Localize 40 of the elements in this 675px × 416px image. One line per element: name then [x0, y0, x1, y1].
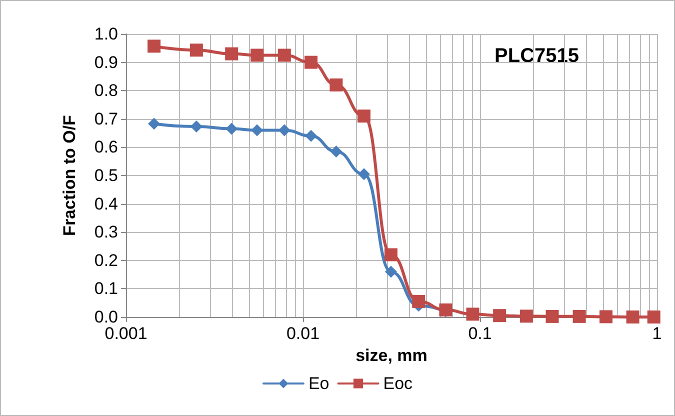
y-tick-label: 0.5 [94, 166, 118, 185]
point [384, 266, 397, 278]
point [384, 248, 398, 262]
y-tick-label: 0.4 [94, 194, 118, 214]
point [225, 47, 238, 60]
point [226, 122, 238, 135]
point [493, 309, 506, 322]
y-tick-label: 0.6 [94, 138, 118, 157]
y-tick-label: 0.3 [94, 222, 118, 242]
point [304, 56, 318, 69]
y-tick-label: 0.2 [94, 250, 118, 270]
point [250, 48, 264, 62]
legend-label: Eo [308, 374, 330, 393]
point [626, 310, 640, 324]
point [357, 110, 370, 123]
x-tick-label: 1 [652, 324, 662, 343]
legend-label: Eoc [383, 374, 414, 393]
y-tick-label: 0.9 [94, 52, 118, 72]
y-tick-label: 0.1 [94, 279, 118, 298]
point [278, 124, 290, 136]
y-tick-label: 0.8 [94, 81, 118, 100]
y-tick-label: 0.0 [94, 308, 118, 326]
point [358, 168, 370, 180]
y-tick-label: 1.0 [94, 24, 118, 44]
x-tick-label: 0.1 [468, 324, 492, 343]
point [278, 48, 291, 62]
point [572, 310, 586, 323]
point [520, 310, 533, 323]
point [251, 124, 264, 136]
point [412, 294, 426, 308]
x-tick-label: 0.001 [104, 324, 148, 343]
point [599, 310, 612, 324]
point [305, 130, 318, 142]
annotation: PLC7515 [494, 45, 580, 67]
point [546, 310, 559, 323]
y-axis-title: Fraction to O/F [60, 115, 79, 236]
point [466, 308, 480, 321]
x-tick-label: 0.01 [286, 324, 320, 343]
y-tick-label: 0.7 [94, 109, 118, 128]
x-axis-title: size, mm [356, 346, 428, 365]
